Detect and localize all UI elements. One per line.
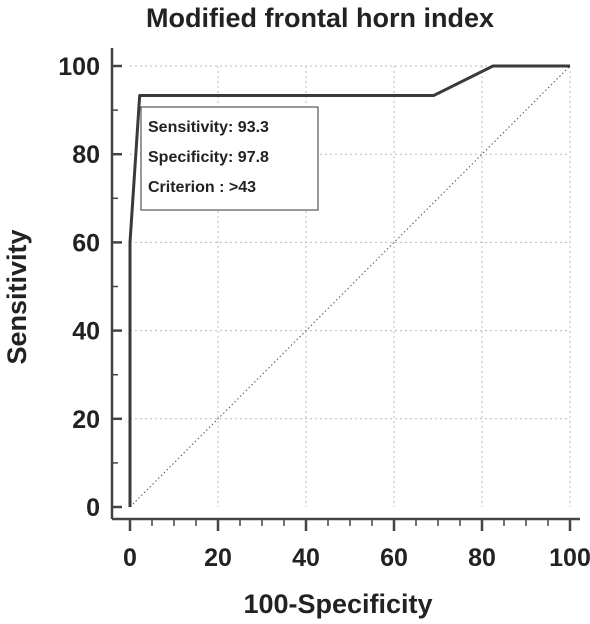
y-tick-label-4: 80 — [72, 141, 100, 169]
annotation-box: Sensitivity: 93.3 Specificity: 97.8 Crit… — [140, 106, 319, 211]
axes — [110, 48, 580, 521]
y-tick-label-0: 0 — [86, 494, 100, 522]
annotation-sensitivity: Sensitivity: 93.3 — [148, 119, 269, 136]
y-tick-label-2: 40 — [72, 318, 100, 346]
x-tick-label-3: 60 — [380, 544, 408, 572]
x-tick-label-1: 20 — [204, 544, 232, 572]
y-axis-label: Sensitivity — [2, 229, 32, 364]
x-tick-label-0: 0 — [123, 544, 137, 572]
annotation-frame — [140, 106, 319, 211]
x-tick-label-5: 100 — [549, 544, 590, 572]
x-tick-label-2: 40 — [292, 544, 320, 572]
annotation-specificity: Specificity: 97.8 — [148, 149, 269, 166]
x-axis-label: 100-Specificity — [243, 589, 432, 619]
chart-title: Modified frontal horn index — [146, 3, 494, 33]
ticks: 0 20 40 60 80 100 0 20 40 60 80 100 — [58, 53, 590, 572]
x-tick-label-4: 80 — [468, 544, 496, 572]
y-tick-label-1: 20 — [72, 406, 100, 434]
annotation-criterion: Criterion : >43 — [148, 179, 256, 196]
y-tick-label-3: 60 — [72, 229, 100, 257]
grid — [130, 65, 571, 507]
roc-curve-line — [128, 64, 570, 507]
y-tick-label-5: 100 — [58, 53, 100, 81]
